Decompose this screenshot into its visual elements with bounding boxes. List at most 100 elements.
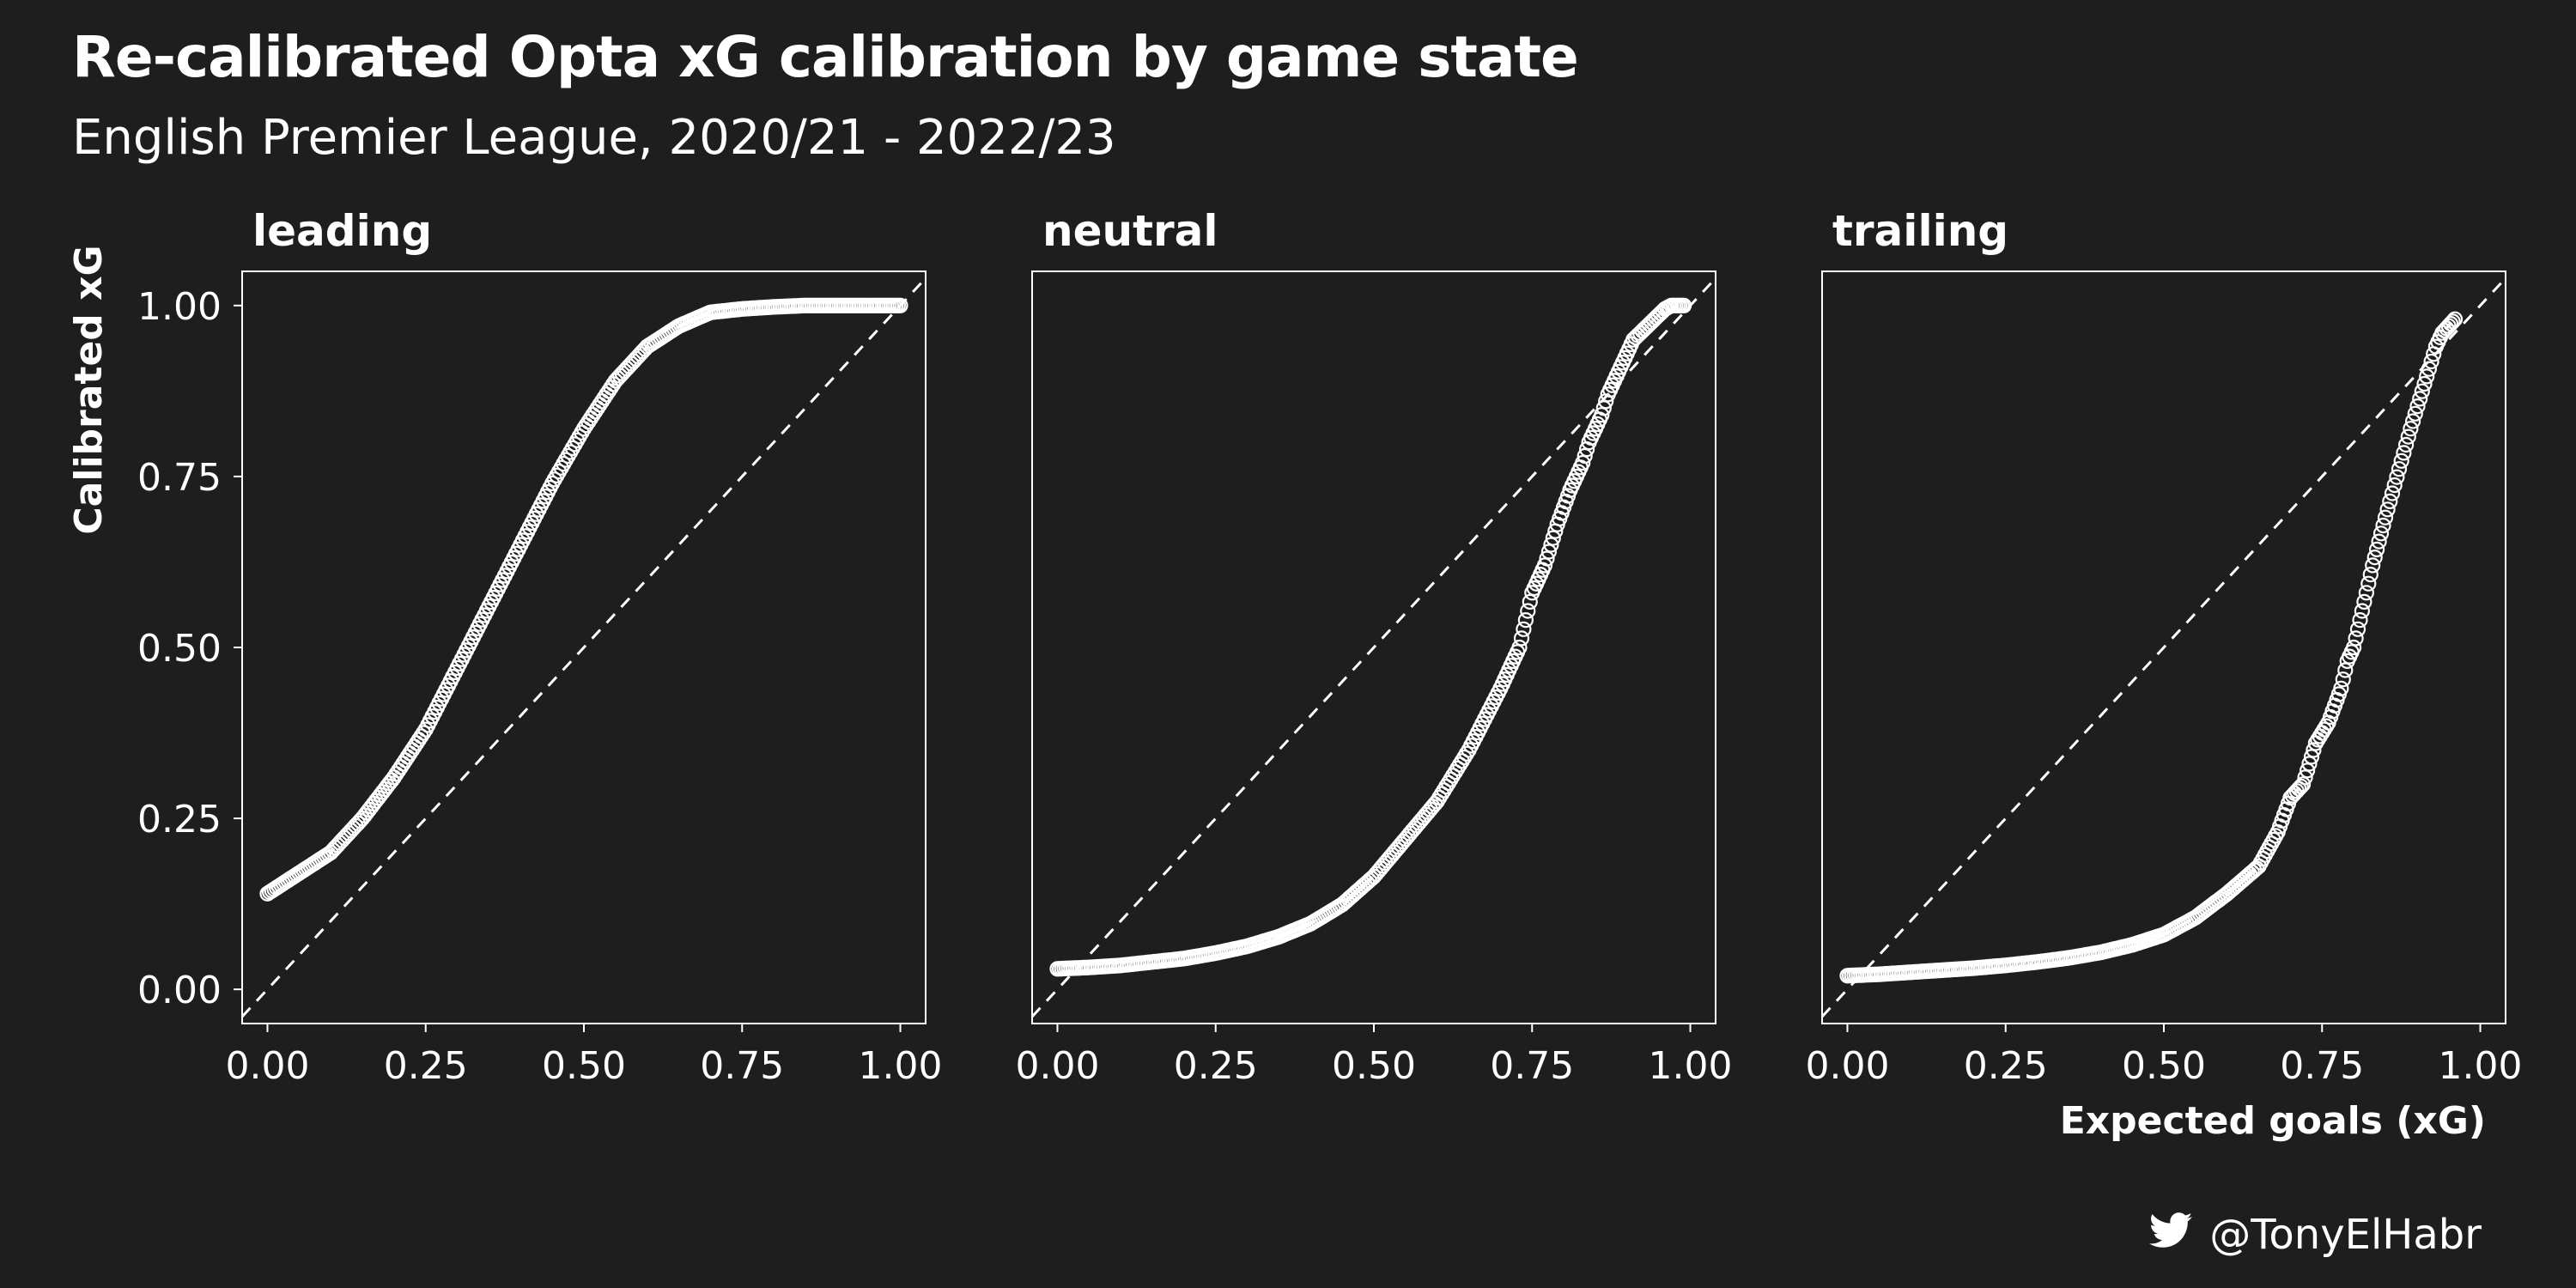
- y-tick-label: 0.50: [137, 627, 222, 671]
- y-tick-label: 0.00: [137, 969, 222, 1012]
- data-point: [1513, 630, 1530, 647]
- data-point: [1595, 400, 1612, 416]
- data-point: [2421, 361, 2437, 377]
- data-point: [2414, 383, 2430, 399]
- data-point: [2354, 603, 2370, 619]
- data-point: [2403, 421, 2419, 437]
- data-point: [2443, 316, 2459, 332]
- chart-title: Re-calibrated Opta xG calibration by gam…: [72, 24, 1579, 90]
- credit-handle: @TonyElHabr: [2209, 1211, 2482, 1259]
- data-point: [2293, 778, 2309, 795]
- data-point: [2365, 557, 2381, 574]
- data-point: [2356, 593, 2372, 611]
- data-point: [2445, 313, 2461, 330]
- data-point: [2366, 549, 2383, 566]
- data-point: [2291, 781, 2307, 797]
- x-tick-label: 1.00: [2439, 1044, 2523, 1088]
- data-point: [1594, 407, 1610, 423]
- x-tick-label: 0.25: [384, 1044, 468, 1088]
- x-tick-label: 0.00: [1805, 1044, 1889, 1088]
- data-point: [2416, 375, 2433, 392]
- data-point: [2384, 485, 2401, 501]
- x-tick-label: 0.25: [1964, 1044, 2048, 1088]
- data-point: [2375, 517, 2391, 534]
- facet-label: leading: [252, 206, 432, 256]
- data-point: [1511, 639, 1528, 656]
- data-point: [2446, 311, 2464, 327]
- x-tick-label: 0.50: [542, 1044, 626, 1088]
- x-tick-label: 0.75: [700, 1044, 784, 1088]
- data-point: [1522, 593, 1538, 611]
- data-point: [2358, 585, 2374, 601]
- x-tick-label: 0.50: [2122, 1044, 2206, 1088]
- data-point: [2386, 477, 2403, 494]
- data-point: [2398, 436, 2415, 453]
- x-tick-label: 0.75: [1490, 1044, 1574, 1088]
- data-point: [2362, 566, 2379, 583]
- data-point: [1458, 745, 1475, 762]
- data-point: [2371, 533, 2387, 550]
- y-tick-label: 0.25: [137, 798, 222, 841]
- x-tick-label: 0.25: [1174, 1044, 1258, 1088]
- x-tick-label: 0.75: [2280, 1044, 2364, 1088]
- data-point: [2409, 398, 2426, 415]
- data-point: [2348, 630, 2364, 647]
- data-point: [2405, 413, 2421, 429]
- facet-label: trailing: [1832, 206, 2008, 256]
- facet-neutral: neutral 0.00 0.25 0.50 0.75 1.00: [1015, 206, 1732, 1088]
- x-tick-label: 1.00: [859, 1044, 943, 1088]
- data-point: [2407, 405, 2423, 422]
- data-point: [2295, 776, 2312, 793]
- data-point: [1536, 557, 1553, 574]
- data-point: [1520, 603, 1536, 619]
- data-point: [1575, 454, 1591, 471]
- data-point: [1545, 530, 1561, 546]
- data-point: [2337, 662, 2354, 678]
- x-tick-label: 0.00: [225, 1044, 309, 1088]
- data-point: [2389, 469, 2405, 485]
- data-point: [1543, 537, 1559, 553]
- data-point: [2333, 680, 2349, 696]
- data-point: [1577, 447, 1593, 465]
- data-point: [2412, 391, 2428, 407]
- x-axis-label: Expected goals (xG): [2060, 1099, 2486, 1143]
- reference-line: [240, 276, 927, 1018]
- data-point: [1675, 297, 1692, 313]
- twitter-bird-icon: [2149, 1211, 2193, 1259]
- data-point: [2301, 756, 2318, 772]
- data-point: [1539, 550, 1555, 567]
- data-point: [2318, 718, 2335, 734]
- data-point: [2382, 493, 2398, 510]
- x-tick-label: 0.50: [1332, 1044, 1416, 1088]
- y-tick-label: 1.00: [137, 285, 222, 329]
- data-point: [416, 725, 432, 741]
- data-point: [2372, 526, 2390, 542]
- credit: @TonyElHabr: [2149, 1211, 2482, 1259]
- data-point: [892, 297, 908, 313]
- x-tick-label: 0.00: [1015, 1044, 1099, 1088]
- data-point: [2297, 769, 2313, 786]
- x-tick-label: 1.00: [1649, 1044, 1733, 1088]
- data-point: [2352, 611, 2368, 629]
- data-point: [1516, 621, 1532, 637]
- data-point: [2346, 639, 2362, 656]
- data-point: [2400, 428, 2416, 445]
- y-axis-label: Calibrated xG: [67, 245, 111, 534]
- data-point: [2377, 509, 2394, 526]
- data-point: [2393, 453, 2409, 469]
- facet-leading: leading 0.00 0.25 0.50 0.75 1.00 0.00 0.25 0.50 0…: [137, 206, 942, 1088]
- chart-panels: leading 0.00 0.25 0.50 0.75 1.00 0.00 0.25 0.50 0…: [137, 206, 2522, 1088]
- data-point: [2335, 671, 2351, 688]
- data-point: [2303, 749, 2320, 765]
- data-point: [2349, 621, 2366, 637]
- data-point: [2423, 353, 2439, 370]
- chart-subtitle: English Premier League, 2020/21 - 2022/2…: [72, 110, 1116, 166]
- data-point: [2306, 742, 2322, 758]
- facet-trailing: trailing 0.00 0.25 0.50 0.75 1.00: [1805, 206, 2522, 1088]
- data-point: [1517, 611, 1534, 629]
- y-tick-label: 0.75: [137, 456, 222, 500]
- data-point: [2396, 445, 2412, 461]
- data-point: [2419, 368, 2435, 385]
- data-point: [2369, 541, 2385, 558]
